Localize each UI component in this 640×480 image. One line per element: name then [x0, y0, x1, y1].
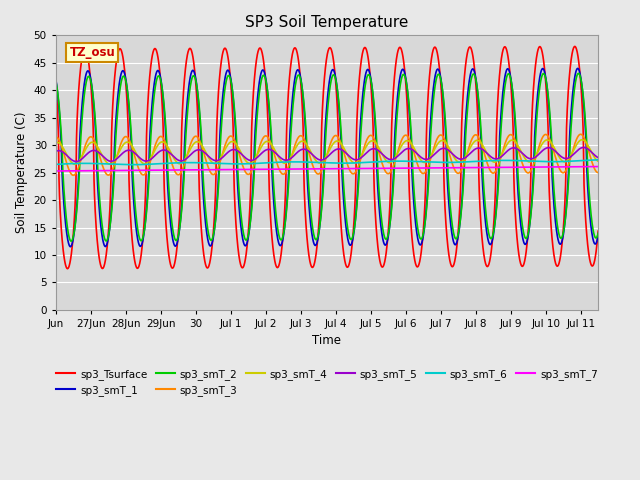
sp3_smT_3	[511, 137, 519, 143]
sp3_smT_3	[595, 170, 602, 176]
sp3_smT_3	[52, 134, 60, 140]
sp3_smT_7	[511, 164, 518, 170]
sp3_smT_4	[52, 140, 60, 145]
sp3_smT_3	[575, 132, 583, 138]
sp3_smT_5	[72, 158, 80, 164]
sp3_Tsurface	[576, 67, 584, 73]
Line: sp3_smT_6: sp3_smT_6	[56, 160, 598, 165]
sp3_smT_1	[595, 233, 602, 239]
sp3_smT_7	[392, 165, 399, 171]
sp3_smT_1	[511, 119, 519, 125]
Legend: sp3_Tsurface, sp3_smT_1, sp3_smT_2, sp3_smT_3, sp3_smT_4, sp3_smT_5, sp3_smT_6, : sp3_Tsurface, sp3_smT_1, sp3_smT_2, sp3_…	[52, 364, 602, 400]
sp3_smT_4	[408, 142, 416, 148]
Line: sp3_smT_5: sp3_smT_5	[56, 147, 598, 161]
Line: sp3_smT_3: sp3_smT_3	[56, 134, 598, 175]
sp3_smT_2	[575, 71, 582, 76]
Line: sp3_smT_2: sp3_smT_2	[56, 73, 598, 241]
Line: sp3_smT_4: sp3_smT_4	[56, 140, 598, 164]
sp3_smT_3	[577, 132, 584, 137]
sp3_smT_5	[511, 145, 519, 151]
sp3_smT_2	[408, 150, 416, 156]
sp3_smT_1	[574, 65, 582, 71]
sp3_smT_5	[84, 150, 92, 156]
sp3_smT_1	[84, 68, 92, 74]
sp3_Tsurface	[330, 63, 338, 69]
sp3_smT_4	[575, 138, 583, 144]
sp3_smT_1	[576, 69, 584, 75]
sp3_smT_5	[392, 155, 399, 161]
sp3_smT_3	[84, 136, 92, 142]
sp3_smT_5	[408, 147, 416, 153]
sp3_smT_6	[575, 158, 583, 164]
sp3_smT_4	[595, 158, 602, 164]
sp3_smT_6	[128, 162, 136, 168]
sp3_smT_2	[392, 133, 399, 139]
sp3_smT_3	[70, 172, 77, 178]
sp3_smT_7	[52, 168, 60, 174]
sp3_smT_6	[511, 157, 519, 163]
sp3_smT_6	[52, 161, 60, 167]
sp3_smT_6	[408, 158, 416, 164]
sp3_smT_3	[392, 156, 399, 162]
Line: sp3_smT_1: sp3_smT_1	[56, 68, 598, 247]
Text: TZ_osu: TZ_osu	[69, 46, 115, 59]
Title: SP3 Soil Temperature: SP3 Soil Temperature	[245, 15, 409, 30]
sp3_smT_6	[392, 158, 399, 164]
sp3_Tsurface	[392, 62, 399, 68]
sp3_smT_4	[579, 137, 586, 143]
sp3_Tsurface	[571, 44, 579, 49]
sp3_Tsurface	[595, 228, 602, 234]
sp3_smT_1	[67, 244, 74, 250]
sp3_smT_5	[52, 148, 60, 154]
sp3_smT_1	[330, 69, 338, 74]
sp3_smT_4	[84, 143, 92, 148]
sp3_smT_7	[408, 165, 416, 171]
sp3_smT_6	[330, 160, 338, 166]
sp3_smT_2	[67, 238, 75, 244]
sp3_smT_2	[511, 113, 519, 119]
Y-axis label: Soil Temperature (C): Soil Temperature (C)	[15, 112, 28, 233]
sp3_smT_1	[392, 118, 399, 123]
sp3_smT_2	[52, 78, 60, 84]
sp3_smT_4	[392, 154, 399, 160]
sp3_smT_3	[330, 133, 338, 139]
sp3_Tsurface	[511, 205, 519, 211]
sp3_smT_4	[330, 140, 338, 145]
sp3_smT_7	[595, 164, 602, 169]
sp3_smT_7	[330, 166, 338, 172]
sp3_smT_2	[595, 230, 602, 236]
X-axis label: Time: Time	[312, 335, 342, 348]
sp3_smT_4	[71, 161, 79, 167]
sp3_smT_2	[330, 72, 338, 78]
sp3_Tsurface	[84, 54, 92, 60]
sp3_smT_2	[84, 74, 92, 80]
sp3_smT_1	[408, 174, 416, 180]
Line: sp3_Tsurface: sp3_Tsurface	[56, 47, 598, 269]
sp3_smT_5	[330, 148, 338, 154]
sp3_smT_4	[511, 139, 519, 144]
sp3_Tsurface	[52, 81, 60, 87]
sp3_smT_1	[52, 77, 60, 83]
sp3_smT_6	[595, 157, 602, 163]
sp3_Tsurface	[408, 237, 416, 243]
sp3_smT_3	[408, 144, 416, 150]
sp3_smT_7	[84, 168, 92, 174]
sp3_smT_6	[84, 160, 92, 166]
sp3_smT_5	[575, 146, 583, 152]
Line: sp3_smT_7: sp3_smT_7	[56, 167, 598, 171]
sp3_smT_5	[580, 144, 588, 150]
sp3_smT_2	[576, 72, 584, 78]
sp3_smT_7	[575, 164, 583, 169]
sp3_smT_5	[595, 155, 602, 160]
sp3_Tsurface	[63, 266, 71, 272]
